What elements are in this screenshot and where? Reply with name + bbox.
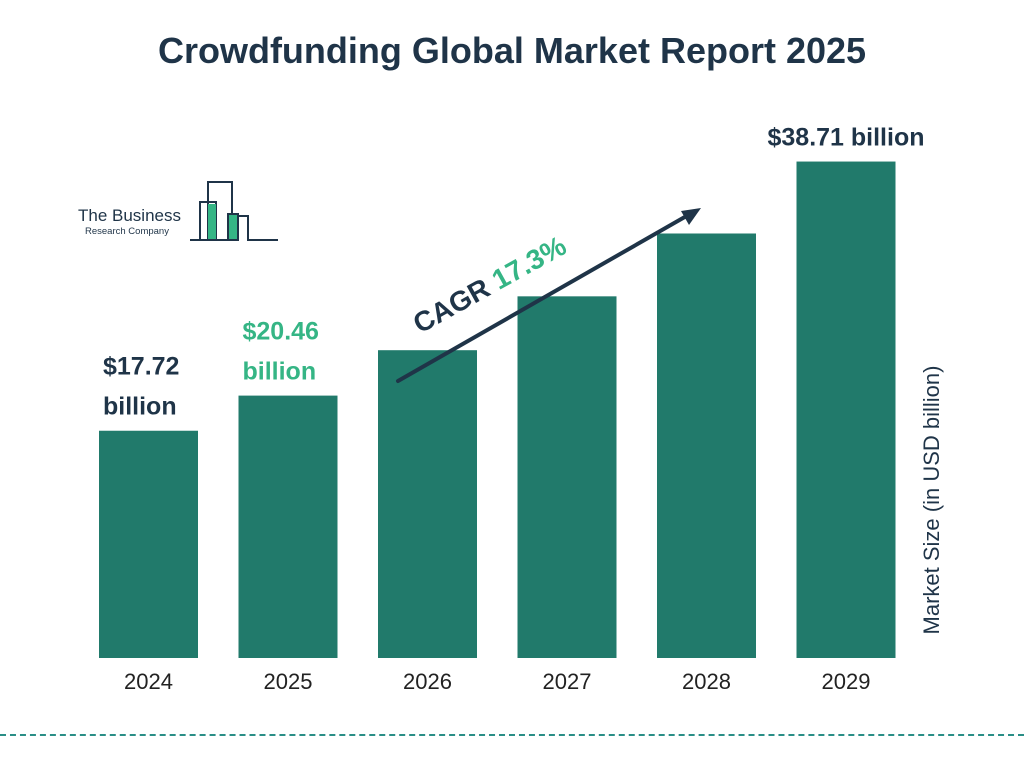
company-logo: The Business Research Company: [78, 178, 288, 248]
chart-title: Crowdfunding Global Market Report 2025: [157, 30, 867, 71]
data-label-2024-1: $17.72: [103, 353, 179, 381]
data-label-2029-1: $38.71 billion: [767, 124, 924, 152]
cagr-value: 17.3%: [487, 230, 572, 296]
logo-buildings-icon: [190, 181, 278, 241]
x-tick-label-2028: 2028: [682, 669, 731, 694]
bar-2029: [796, 161, 896, 658]
bar-2025: [238, 395, 338, 658]
bar-2027: [517, 296, 617, 658]
logo-line-1: The Business: [78, 206, 181, 225]
data-label-2024-2: billion: [103, 393, 177, 421]
cagr-arrow-line: [396, 212, 692, 383]
logo-line-2: Research Company: [85, 226, 169, 237]
x-tick-label-2025: 2025: [264, 669, 313, 694]
data-label-2025-1: $20.46: [243, 318, 319, 346]
bar-2024: [99, 430, 198, 658]
cagr-arrow-head-icon: [681, 208, 701, 225]
y-axis-label: Market Size (in USD billion): [919, 365, 944, 635]
x-tick-label-2029: 2029: [822, 669, 871, 694]
x-tick-label-2027: 2027: [543, 669, 592, 694]
dashed-divider: [0, 734, 1024, 736]
data-label-2025-2: billion: [243, 358, 317, 386]
bar-2028: [657, 233, 756, 658]
x-tick-label-2024: 2024: [124, 669, 173, 694]
x-tick-label-2026: 2026: [403, 669, 452, 694]
bar-2026: [378, 350, 477, 658]
